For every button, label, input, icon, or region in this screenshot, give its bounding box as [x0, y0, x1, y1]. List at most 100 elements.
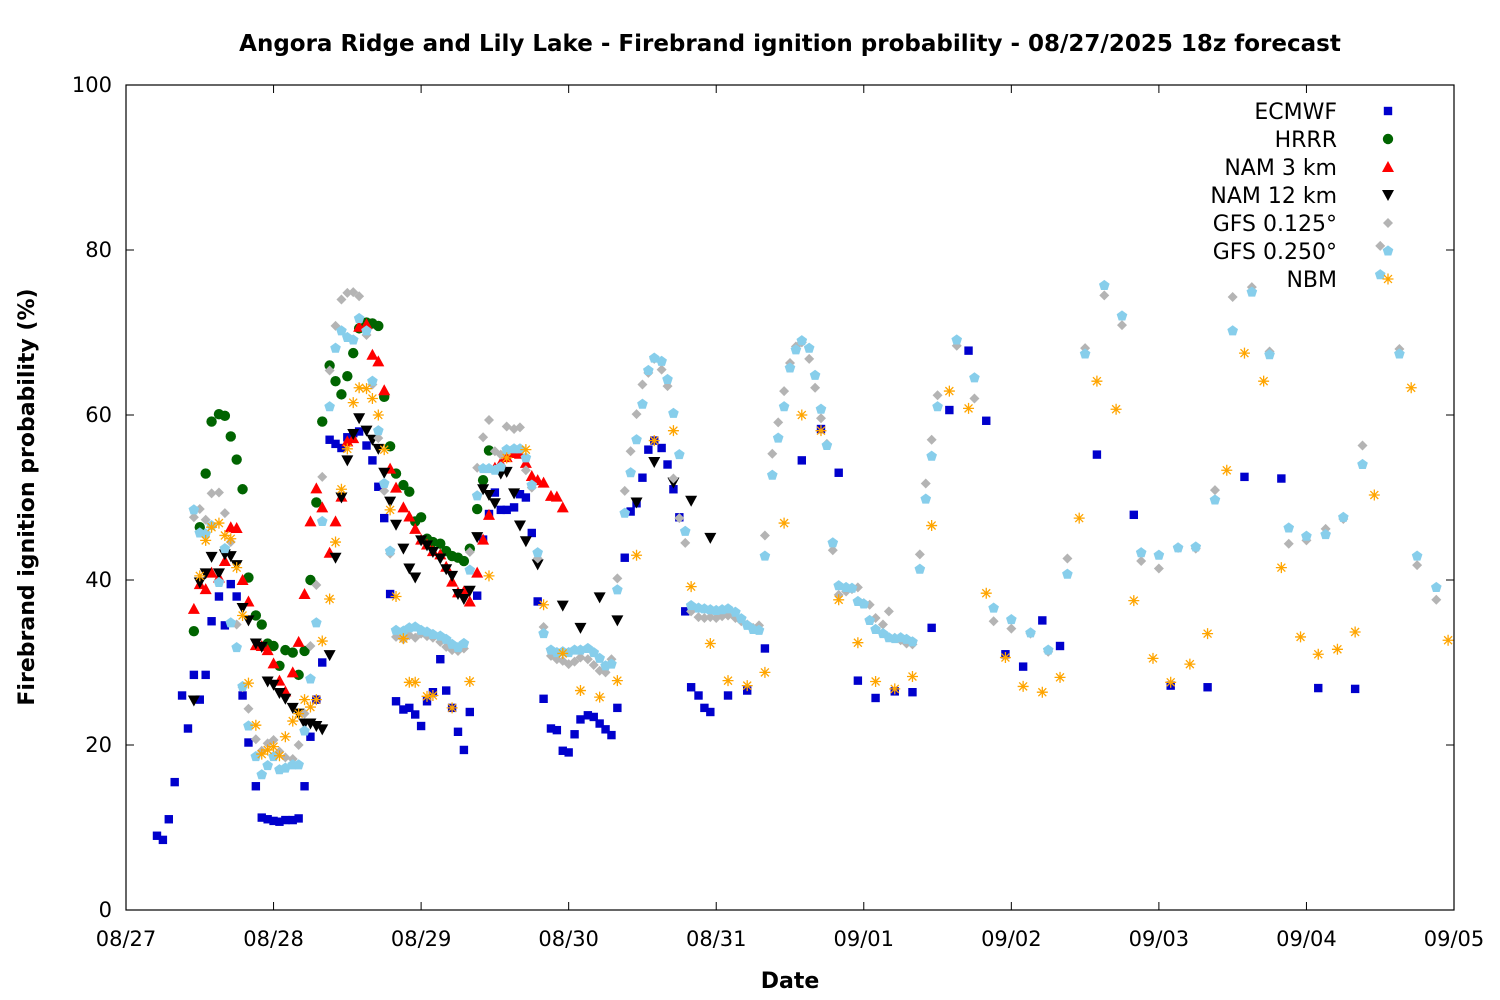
data-point — [183, 724, 193, 733]
data-point — [1062, 553, 1073, 564]
legend-label: ECMWF — [1254, 100, 1337, 125]
data-point — [330, 536, 342, 548]
data-point — [458, 555, 470, 567]
legend: ECMWF HRRR NAM 3 km NAM 12 km GFS 0.125° GFS … — [1210, 100, 1394, 293]
data-point — [477, 474, 489, 486]
data-point — [459, 745, 469, 755]
data-point — [1117, 320, 1127, 331]
data-point — [452, 589, 464, 601]
data-point — [294, 814, 303, 823]
data-point — [631, 434, 642, 445]
data-point — [932, 390, 943, 401]
data-point — [427, 690, 439, 701]
data-point — [242, 677, 254, 689]
x-tick-label: 08/27 — [96, 927, 157, 951]
data-point — [920, 493, 932, 504]
data-point — [637, 379, 648, 390]
data-point — [310, 721, 323, 733]
data-point — [1147, 652, 1159, 664]
data-point — [648, 435, 660, 447]
data-point — [200, 514, 211, 525]
data-point — [268, 735, 279, 746]
data-point — [514, 422, 525, 433]
data-point — [238, 691, 247, 700]
data-point — [267, 679, 280, 691]
data-point — [1025, 627, 1036, 638]
data-point — [594, 652, 605, 663]
data-point — [268, 640, 279, 652]
data-point — [361, 383, 373, 395]
data-point — [385, 589, 395, 599]
data-point — [815, 403, 827, 414]
data-point — [926, 434, 937, 445]
data-point — [366, 348, 379, 360]
data-point — [261, 676, 274, 688]
data-point — [482, 508, 495, 520]
data-point — [218, 555, 231, 567]
data-point — [588, 647, 600, 658]
data-point — [810, 382, 821, 393]
data-point — [704, 638, 716, 650]
x-axis-label: Date — [761, 969, 820, 994]
data-point — [415, 512, 427, 523]
data-point — [287, 647, 298, 658]
data-point — [348, 347, 359, 359]
data-point — [501, 444, 513, 455]
data-point — [342, 287, 353, 298]
data-point — [700, 703, 709, 713]
data-point — [441, 686, 451, 695]
data-point — [1203, 683, 1212, 692]
data-point — [871, 693, 880, 703]
data-point — [969, 393, 980, 404]
data-point — [1411, 550, 1423, 561]
legend-label: NAM 3 km — [1224, 156, 1337, 181]
data-point — [594, 691, 606, 703]
data-point — [767, 448, 778, 459]
data-point — [471, 566, 484, 578]
data-point — [384, 504, 396, 516]
data-point — [421, 540, 434, 552]
data-point — [384, 545, 396, 556]
data-point — [662, 373, 673, 385]
legend-label: NBM — [1286, 268, 1337, 293]
data-point — [231, 642, 242, 653]
data-point — [463, 595, 476, 607]
data-point — [631, 409, 642, 420]
data-point — [337, 443, 346, 453]
data-point — [1295, 631, 1307, 643]
data-point — [526, 479, 538, 490]
data-point — [335, 492, 348, 504]
data-point — [760, 644, 770, 653]
data-point — [509, 503, 519, 512]
data-point — [268, 741, 280, 753]
data-point — [403, 676, 415, 688]
data-point — [353, 382, 365, 394]
data-point — [772, 432, 784, 443]
data-point — [1038, 616, 1047, 625]
data-point — [907, 636, 918, 647]
data-point — [1110, 403, 1122, 415]
data-point — [237, 484, 248, 495]
data-point — [723, 691, 733, 700]
data-point — [877, 619, 888, 630]
data-point — [644, 445, 653, 454]
data-point — [926, 450, 937, 461]
data-point — [256, 619, 267, 630]
data-point — [520, 452, 532, 463]
data-point — [206, 521, 218, 533]
data-point — [380, 513, 389, 523]
data-point — [643, 364, 654, 375]
data-point — [305, 574, 316, 586]
data-point — [496, 505, 505, 515]
data-point — [280, 762, 291, 773]
data-point — [797, 456, 807, 465]
data-point — [1349, 626, 1361, 638]
data-point — [335, 483, 347, 495]
data-point — [331, 439, 340, 449]
data-point — [416, 721, 426, 731]
data-point — [288, 815, 297, 825]
data-point — [404, 486, 415, 497]
data-point — [638, 473, 647, 482]
data-point — [773, 417, 784, 428]
data-point — [680, 537, 691, 548]
